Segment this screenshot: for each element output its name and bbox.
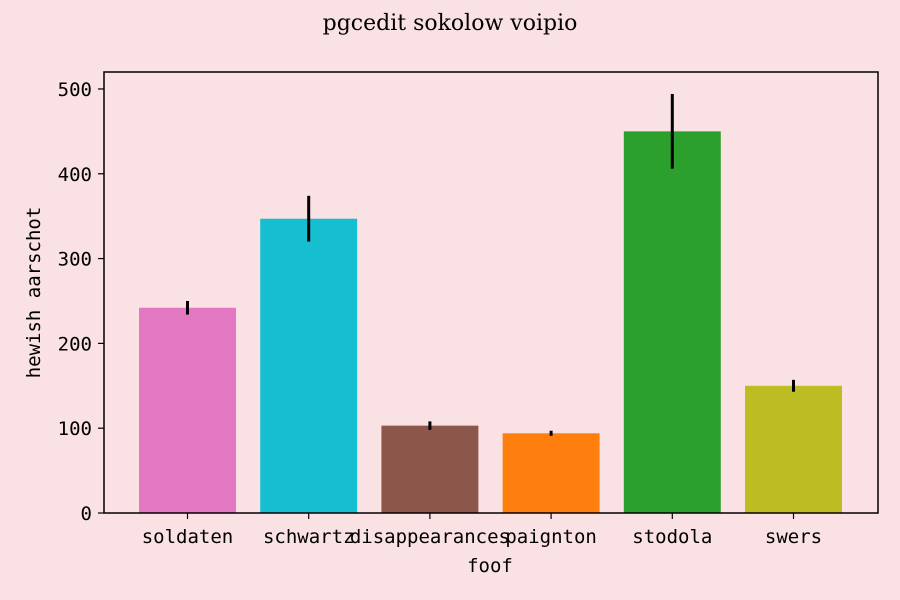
bars-layer: [139, 131, 842, 514]
bar-swers: [745, 385, 842, 513]
bar-schwartz: [260, 218, 358, 514]
x-tick-label: disappearances: [350, 526, 510, 548]
y-tick-label: 500: [58, 79, 92, 101]
plot-frame: [103, 71, 879, 514]
bar-soldaten: [139, 307, 236, 513]
x-tick-label: swers: [765, 526, 822, 548]
y-tick-label: 300: [58, 249, 92, 271]
x-axis-label: foof: [467, 555, 513, 577]
x-tick-label: stodola: [632, 526, 712, 548]
bar-paignton: [502, 433, 600, 513]
x-tick-label: paignton: [505, 526, 597, 548]
x-tick-label: soldaten: [142, 526, 234, 548]
x-tick-label: schwartz: [263, 526, 355, 548]
error-bars-layer: [186, 94, 795, 436]
chart-title: pgcedit sokolow voipio: [323, 11, 578, 36]
bar-stodola: [623, 131, 721, 513]
y-tick-label: 400: [58, 164, 92, 186]
y-tick-label: 0: [81, 503, 92, 525]
y-tick-label: 100: [58, 418, 92, 440]
bar-disappearances: [381, 425, 479, 513]
y-axis-label: hewish aarschot: [23, 207, 45, 379]
y-axis: 0 100 200 300 400 500: [58, 79, 104, 525]
y-tick-label: 200: [58, 333, 92, 355]
